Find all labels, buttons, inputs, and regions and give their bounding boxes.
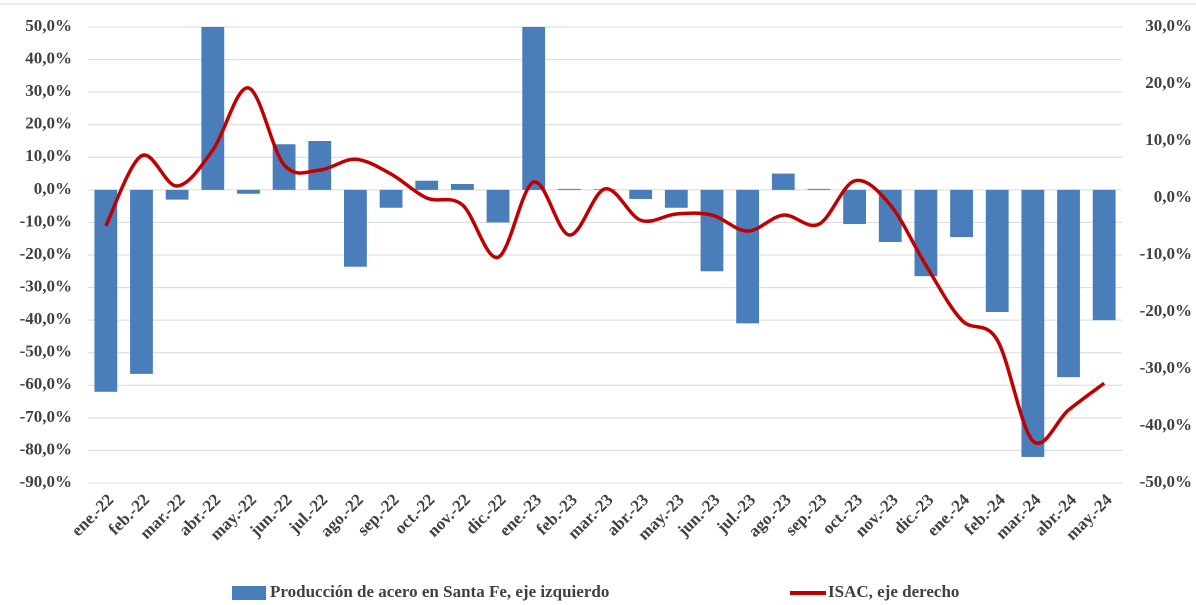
y2-tick-label: 20,0% bbox=[1145, 73, 1192, 92]
bar bbox=[415, 180, 439, 190]
y-tick-label: 10,0% bbox=[25, 146, 72, 165]
y-tick-label: -40,0% bbox=[20, 309, 72, 328]
y2-tick-label: -50,0% bbox=[1140, 472, 1192, 491]
y2-tick-label: -40,0% bbox=[1140, 415, 1192, 434]
bar bbox=[807, 188, 831, 190]
bar bbox=[130, 189, 153, 374]
bar bbox=[94, 189, 118, 392]
bar bbox=[237, 189, 260, 194]
bar bbox=[664, 189, 688, 208]
y-tick-label: 40,0% bbox=[25, 48, 72, 67]
y-tick-label: -90,0% bbox=[20, 472, 72, 491]
line bbox=[104, 86, 1106, 445]
bar bbox=[878, 189, 902, 242]
bar bbox=[1057, 189, 1080, 378]
legend-label: ISAC, eje derecho bbox=[828, 582, 959, 601]
bar bbox=[557, 188, 581, 190]
bar bbox=[700, 189, 724, 272]
bar bbox=[1092, 189, 1116, 321]
y2-tick-label: -20,0% bbox=[1140, 301, 1192, 320]
y-tick-label: -50,0% bbox=[20, 342, 72, 361]
y2-tick-label: -10,0% bbox=[1140, 244, 1192, 263]
bar bbox=[843, 189, 866, 225]
y-tick-label: -10,0% bbox=[20, 211, 72, 230]
y-tick-label: -80,0% bbox=[20, 439, 72, 458]
bar bbox=[379, 189, 403, 208]
y2-tick-label: -30,0% bbox=[1140, 358, 1192, 377]
bar bbox=[771, 173, 795, 190]
y2-tick-label: 0,0% bbox=[1154, 187, 1192, 206]
bar bbox=[736, 189, 760, 324]
bar bbox=[950, 189, 973, 238]
bar bbox=[486, 189, 510, 223]
y2-tick-label: 30,0% bbox=[1145, 16, 1192, 35]
legend-swatch bbox=[232, 586, 266, 600]
y-tick-label: -70,0% bbox=[20, 407, 72, 426]
y2-tick-label: 10,0% bbox=[1145, 130, 1192, 149]
y-tick-label: 0,0% bbox=[34, 179, 72, 198]
y-tick-label: 50,0% bbox=[25, 16, 72, 35]
bar bbox=[985, 189, 1009, 312]
bar bbox=[450, 183, 474, 190]
y-tick-label: 20,0% bbox=[25, 114, 72, 133]
bar bbox=[629, 189, 653, 199]
y-tick-label: -30,0% bbox=[20, 276, 72, 295]
y-tick-label: 30,0% bbox=[25, 81, 72, 100]
bar bbox=[201, 27, 225, 190]
bar bbox=[1021, 189, 1045, 457]
bar bbox=[522, 27, 546, 190]
y-tick-label: -60,0% bbox=[20, 374, 72, 393]
y-tick-label: -20,0% bbox=[20, 244, 72, 263]
bar bbox=[344, 189, 367, 267]
x-tick-label: ene.-22 bbox=[68, 490, 118, 540]
bar bbox=[308, 141, 332, 190]
bar bbox=[165, 189, 189, 200]
legend-label: Producción de acero en Santa Fe, eje izq… bbox=[270, 582, 609, 601]
